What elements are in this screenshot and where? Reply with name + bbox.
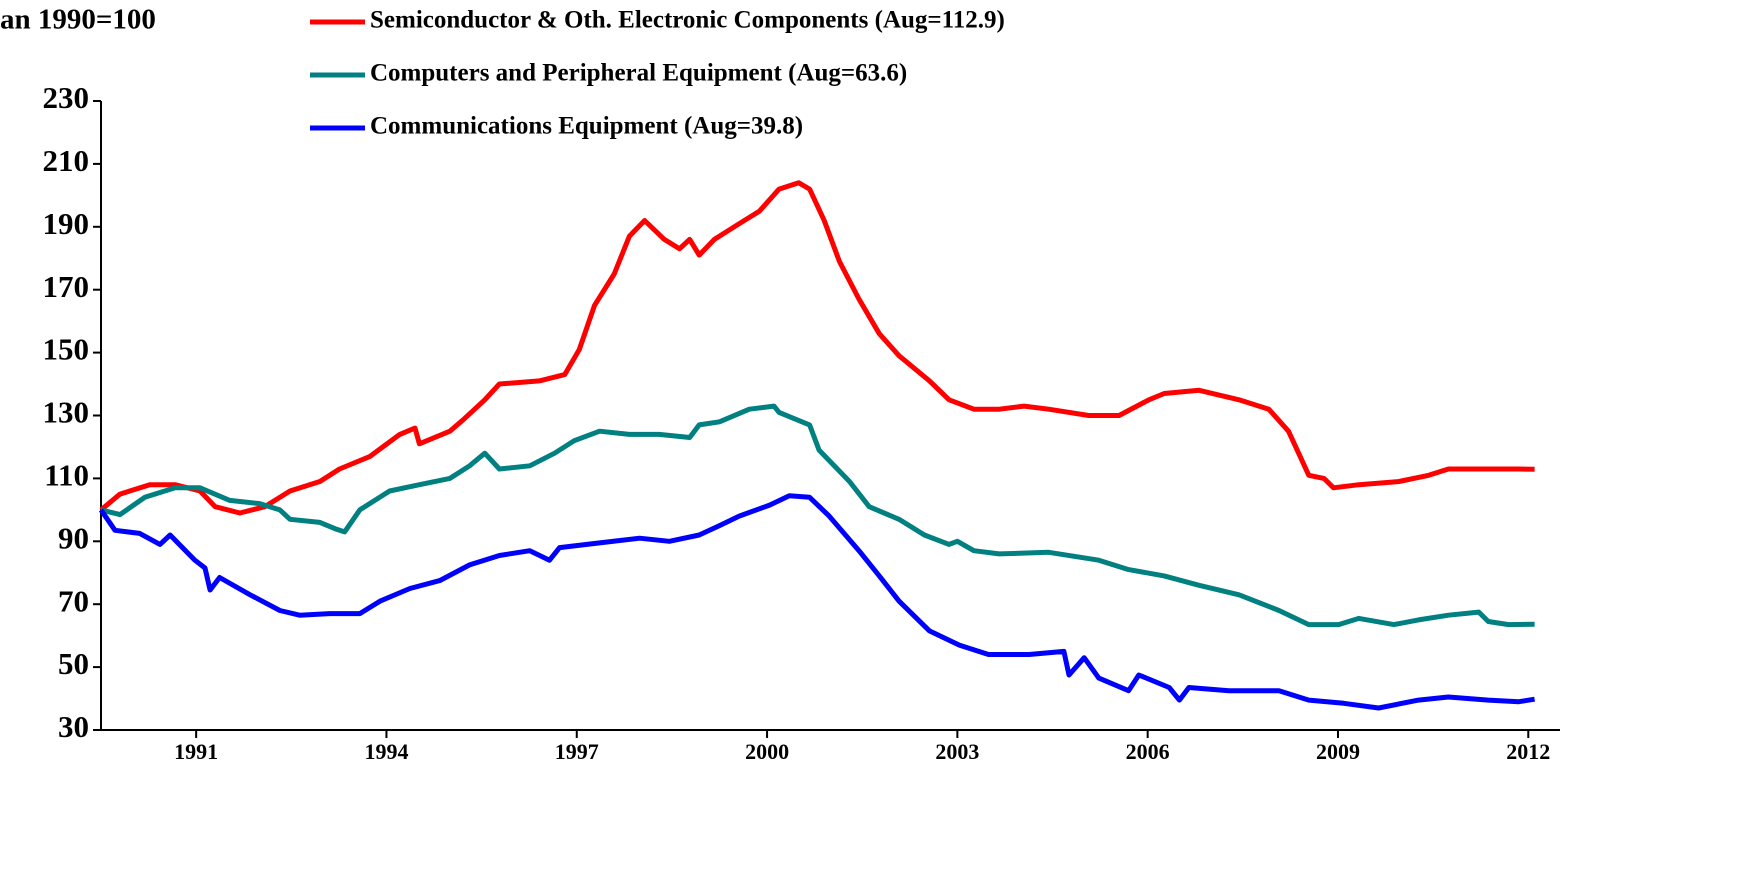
y-tick-label: 230 [43, 80, 90, 115]
x-tick-label: 2012 [1506, 739, 1550, 764]
y-tick-label: 130 [43, 395, 90, 430]
legend-label: Computers and Peripheral Equipment (Aug=… [370, 60, 907, 87]
x-tick-label: 1991 [174, 739, 218, 764]
legend-label: Semiconductor & Oth. Electronic Componen… [370, 7, 1005, 34]
x-tick-label: 2006 [1126, 739, 1170, 764]
y-tick-label: 30 [58, 709, 89, 744]
y-tick-label: 50 [58, 646, 89, 681]
x-tick-label: 2003 [935, 739, 979, 764]
x-tick-label: 1997 [555, 739, 599, 764]
x-tick-label: 2000 [745, 739, 789, 764]
y-tick-label: 70 [58, 583, 89, 618]
series-line [99, 180, 1535, 516]
series-line [98, 493, 1535, 711]
legend-label: Communications Equipment (Aug=39.8) [370, 113, 803, 140]
y-tick-label: 210 [43, 143, 90, 178]
y-tick-label: 190 [43, 206, 90, 241]
x-tick-label: 2009 [1316, 739, 1360, 764]
y-tick-label: 110 [44, 458, 89, 493]
chart-title: an 1990=100 [0, 4, 156, 36]
series-line [100, 403, 1535, 628]
y-tick-label: 90 [58, 520, 89, 555]
y-tick-label: 150 [43, 332, 90, 367]
y-tick-label: 170 [43, 269, 90, 304]
x-tick-label: 1994 [364, 739, 408, 764]
